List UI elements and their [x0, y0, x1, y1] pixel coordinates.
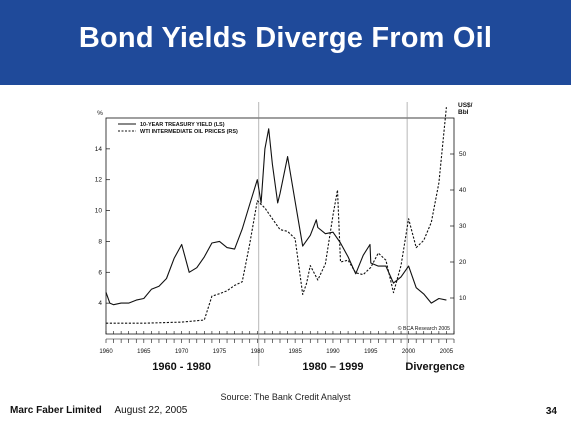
page-number: 34 [545, 406, 557, 417]
x-tick-label: 1990 [326, 349, 340, 355]
legend-label: 10-YEAR TREASURY YIELD (LS) [140, 122, 225, 128]
x-tick-label: 1980 [251, 349, 265, 355]
slide-date: August 22, 2005 [114, 405, 188, 416]
x-tick-label: 1965 [137, 349, 151, 355]
chart-watermark: © BCA Research 2005 [398, 325, 450, 332]
x-tick-label: 1975 [213, 349, 227, 355]
x-tick-label: 1995 [364, 349, 378, 355]
y-right-tick-label: 30 [459, 223, 467, 230]
y-left-tick-label: 8 [98, 238, 102, 245]
title-banner: Bond Yields Diverge From Oil [0, 0, 571, 85]
y-right-tick-label: 10 [459, 295, 467, 302]
legend-label: WTI INTERMEDIATE OIL PRICES (RS) [140, 129, 238, 135]
y-left-tick-label: 6 [98, 269, 102, 276]
period-label-divergence: Divergence [405, 361, 464, 373]
y-left-tick-label: 12 [95, 177, 103, 184]
y-right-tick-label: 40 [459, 187, 467, 194]
source-note: Source: The Bank Credit Analyst [220, 392, 351, 402]
x-tick-label: 2000 [402, 349, 416, 355]
period-label-1980-1999: 1980 – 1999 [302, 361, 363, 373]
oil-price-line [106, 107, 447, 324]
period-label-1960-1980: 1960 - 1980 [152, 361, 211, 373]
y-right-tick-label: 20 [459, 259, 467, 266]
left-axis-unit: % [97, 110, 103, 117]
y-left-tick-label: 4 [98, 300, 102, 307]
x-tick-label: 1960 [99, 349, 113, 355]
company-name: Marc Faber Limited [10, 405, 102, 416]
plot-frame [105, 117, 455, 335]
y-right-tick-label: 50 [459, 151, 467, 158]
x-tick-label: 1970 [175, 349, 189, 355]
slide-title: Bond Yields Diverge From Oil [78, 22, 493, 54]
x-tick-label: 2005 [440, 349, 454, 355]
footer: Marc Faber Limited August 22, 2005 [10, 405, 187, 416]
chart-area: 1960 1965 1970 1975 1980 1985 1990 1995 2000 2005… [86, 98, 486, 388]
right-axis-unit: US$/Bbl [458, 102, 473, 116]
y-left-tick-label: 14 [95, 146, 103, 153]
x-tick-label: 1985 [288, 349, 302, 355]
line-chart: 1960 1965 1970 1975 1980 1985 1990 1995 2000 2005… [95, 102, 473, 373]
treasury-yield-line [105, 128, 447, 306]
y-left-tick-label: 10 [95, 208, 103, 215]
